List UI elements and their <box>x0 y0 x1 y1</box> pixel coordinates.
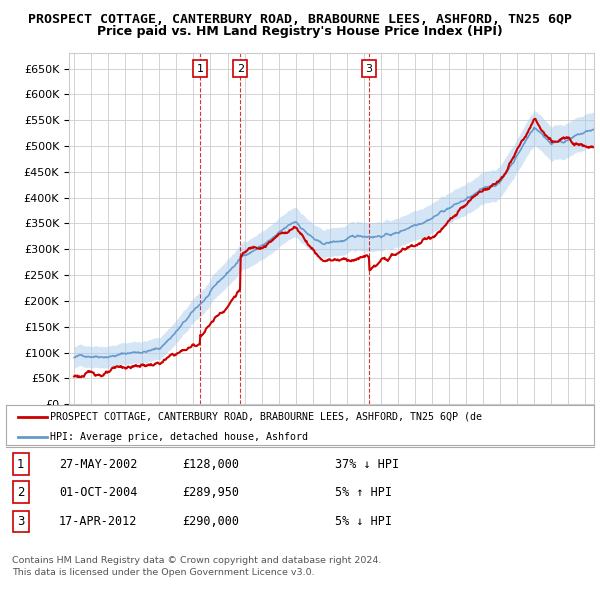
Text: 27-MAY-2002: 27-MAY-2002 <box>59 458 137 471</box>
Text: 17-APR-2012: 17-APR-2012 <box>59 515 137 528</box>
Text: 5% ↓ HPI: 5% ↓ HPI <box>335 515 392 528</box>
Text: 1: 1 <box>197 64 204 74</box>
Text: PROSPECT COTTAGE, CANTERBURY ROAD, BRABOURNE LEES, ASHFORD, TN25 6QP (de: PROSPECT COTTAGE, CANTERBURY ROAD, BRABO… <box>50 412 482 422</box>
Text: 3: 3 <box>17 515 25 528</box>
Text: £290,000: £290,000 <box>182 515 239 528</box>
Text: 2: 2 <box>17 486 25 499</box>
Text: 2: 2 <box>237 64 244 74</box>
Text: 1: 1 <box>17 458 25 471</box>
Text: 01-OCT-2004: 01-OCT-2004 <box>59 486 137 499</box>
Text: £289,950: £289,950 <box>182 486 239 499</box>
Text: 37% ↓ HPI: 37% ↓ HPI <box>335 458 400 471</box>
Text: Price paid vs. HM Land Registry's House Price Index (HPI): Price paid vs. HM Land Registry's House … <box>97 25 503 38</box>
Text: This data is licensed under the Open Government Licence v3.0.: This data is licensed under the Open Gov… <box>12 568 314 576</box>
Text: £128,000: £128,000 <box>182 458 239 471</box>
Text: Contains HM Land Registry data © Crown copyright and database right 2024.: Contains HM Land Registry data © Crown c… <box>12 556 382 565</box>
Text: 3: 3 <box>365 64 373 74</box>
Text: PROSPECT COTTAGE, CANTERBURY ROAD, BRABOURNE LEES, ASHFORD, TN25 6QP: PROSPECT COTTAGE, CANTERBURY ROAD, BRABO… <box>28 13 572 26</box>
Text: HPI: Average price, detached house, Ashford: HPI: Average price, detached house, Ashf… <box>50 432 308 442</box>
Text: 5% ↑ HPI: 5% ↑ HPI <box>335 486 392 499</box>
